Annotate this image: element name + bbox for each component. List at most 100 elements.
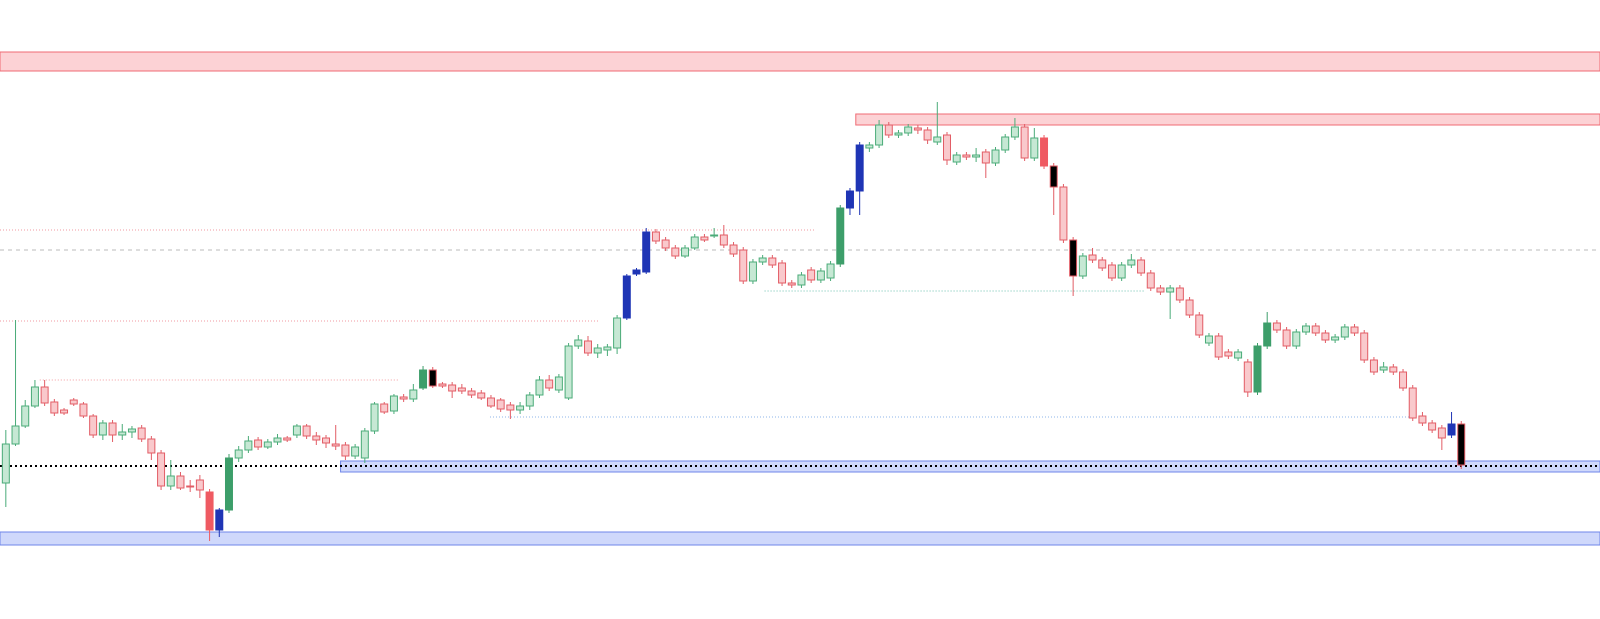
candle-body <box>651 231 660 242</box>
candle-body <box>1243 361 1252 393</box>
candle-body <box>642 231 651 273</box>
candle-body <box>389 395 398 412</box>
candle-body <box>486 397 495 407</box>
candle-body <box>127 428 136 433</box>
candle-body <box>1175 287 1184 301</box>
candle-body <box>147 438 156 454</box>
candle-body <box>322 437 331 444</box>
candle-body <box>195 479 204 491</box>
candle-body <box>1098 259 1107 269</box>
candle-body <box>457 387 466 392</box>
candle-body <box>1350 326 1359 334</box>
candle-body <box>845 190 854 209</box>
candle-body <box>1224 351 1233 357</box>
candle-body <box>554 376 563 391</box>
candle-body <box>438 383 447 387</box>
candle-body <box>622 275 631 319</box>
candle-body <box>60 409 69 414</box>
candle-body <box>1146 272 1155 289</box>
candle-body <box>98 422 107 436</box>
candle-body <box>739 249 748 282</box>
zone <box>855 113 1600 126</box>
candle-body <box>254 439 263 448</box>
candle-body <box>1059 186 1068 241</box>
candle-body <box>1185 299 1194 316</box>
candle-body <box>234 449 243 459</box>
candle-body <box>787 282 796 286</box>
candle-body <box>836 207 845 265</box>
candle-body <box>1311 325 1320 334</box>
candle-body <box>816 270 825 281</box>
zone <box>0 51 1600 72</box>
candle-body <box>69 399 78 405</box>
candle-body <box>380 403 389 413</box>
candle-body <box>1389 366 1398 373</box>
candle-body <box>108 422 117 436</box>
candle-body <box>1117 264 1126 279</box>
candle-body <box>545 379 554 389</box>
candle-body <box>1321 332 1330 341</box>
candle-body <box>1457 423 1466 466</box>
candle-body <box>89 415 98 436</box>
candle-body <box>1049 165 1058 188</box>
candle-body <box>360 430 369 459</box>
candle-body <box>1399 371 1408 389</box>
candle-body <box>807 269 816 281</box>
candle-body <box>1069 239 1078 277</box>
candle-body <box>1369 359 1378 373</box>
candle-body <box>1204 335 1213 344</box>
candle-body <box>768 257 777 266</box>
candle-body <box>1272 322 1281 331</box>
candle-body <box>1418 415 1427 424</box>
candle-body <box>826 263 835 279</box>
candle-body <box>30 386 39 407</box>
candle-body <box>1137 259 1146 274</box>
candle-body <box>1195 314 1204 336</box>
candle-body <box>632 269 641 275</box>
candle-body <box>972 154 981 158</box>
candle-body <box>1447 423 1456 436</box>
candle-body <box>516 405 525 411</box>
candle-body <box>797 274 806 286</box>
candle-body <box>215 509 224 531</box>
candle-body <box>710 234 719 237</box>
candle-body <box>1292 331 1301 347</box>
candle-body <box>748 261 757 282</box>
candle-body <box>923 129 932 141</box>
candle-body <box>564 345 573 399</box>
candle-body <box>1088 254 1097 261</box>
candle-body <box>496 399 505 410</box>
candle-body <box>419 369 428 389</box>
candle-body <box>1263 322 1272 347</box>
candle-body <box>535 379 544 396</box>
candle-body <box>1437 427 1446 439</box>
candle-body <box>1331 336 1340 341</box>
candle-body <box>176 475 185 489</box>
candle-body <box>962 154 971 158</box>
candle-body <box>952 154 961 163</box>
candle-body <box>1078 255 1087 277</box>
candle-body <box>884 124 893 136</box>
candle-body <box>312 435 321 441</box>
candle-body <box>1379 366 1388 371</box>
candle-body <box>875 124 884 146</box>
candle-body <box>671 247 680 257</box>
candle-body <box>428 369 437 387</box>
candle-body <box>21 405 30 427</box>
candle-body <box>166 475 175 487</box>
candle-body <box>981 151 990 164</box>
candle-body <box>302 425 311 437</box>
candle-body <box>1107 264 1116 279</box>
candle-body <box>719 234 728 246</box>
candle-body <box>778 262 787 284</box>
candle-body <box>1234 351 1243 359</box>
candle-body <box>11 425 20 445</box>
candle-body <box>661 239 670 249</box>
candle-body <box>448 384 457 392</box>
candle-body <box>525 394 534 407</box>
candle-body <box>729 244 738 255</box>
candle-body <box>273 437 282 443</box>
candle-body <box>244 440 253 451</box>
